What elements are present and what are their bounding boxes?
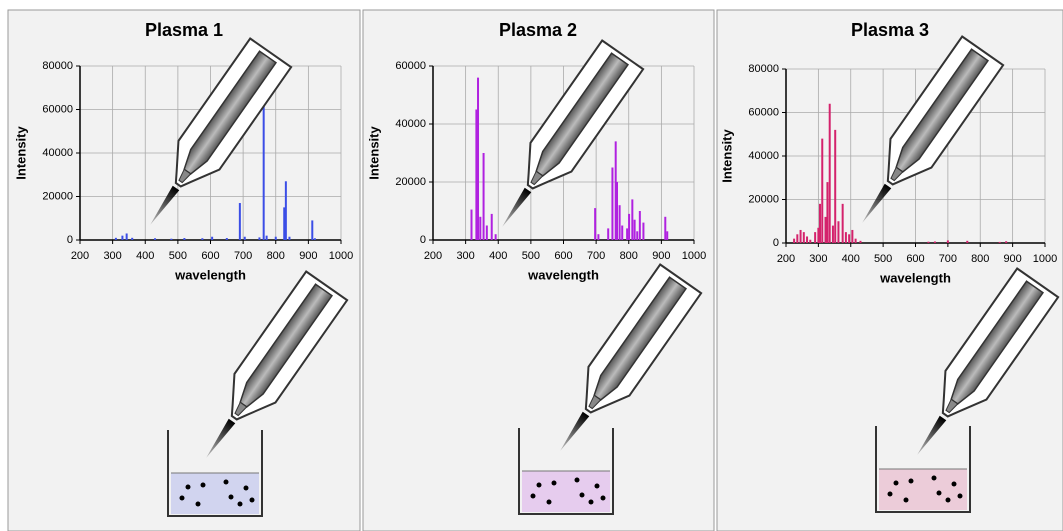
- chart-title: Plasma 1: [145, 20, 223, 40]
- x-tick-label: 800: [620, 250, 638, 262]
- x-tick-label: 900: [1003, 253, 1021, 265]
- x-tick-label: 800: [267, 250, 285, 262]
- x-tick-label: 900: [299, 250, 317, 262]
- x-tick-label: 200: [71, 250, 89, 262]
- x-tick-label: 500: [874, 253, 892, 265]
- y-tick-label: 60000: [395, 60, 426, 72]
- x-axis-label: wavelength: [879, 270, 951, 285]
- y-tick-label: 0: [420, 234, 426, 246]
- y-tick-label: 0: [773, 237, 779, 249]
- x-axis-label: wavelength: [174, 267, 246, 282]
- panel: [7, 9, 361, 531]
- x-tick-label: 300: [456, 250, 474, 262]
- y-tick-label: 40000: [748, 150, 779, 162]
- y-axis-label: Intensity: [13, 126, 28, 180]
- y-axis-label: Intensity: [719, 129, 734, 183]
- x-tick-label: 600: [554, 250, 572, 262]
- x-tick-label: 1000: [329, 250, 353, 262]
- x-tick-label: 1000: [682, 250, 706, 262]
- panel: [716, 9, 1063, 531]
- y-tick-label: 60000: [42, 103, 73, 115]
- y-tick-label: 20000: [395, 176, 426, 188]
- x-tick-label: 400: [489, 250, 507, 262]
- chart-title: Plasma 3: [851, 20, 929, 40]
- y-tick-label: 80000: [748, 63, 779, 75]
- panels: [7, 9, 1063, 531]
- x-tick-label: 300: [103, 250, 121, 262]
- y-tick-label: 60000: [748, 106, 779, 118]
- y-tick-label: 40000: [42, 147, 73, 159]
- x-tick-label: 600: [906, 253, 924, 265]
- y-tick-label: 40000: [395, 118, 426, 130]
- x-tick-label: 500: [522, 250, 540, 262]
- chart-title: Plasma 2: [499, 20, 577, 40]
- y-axis-label: Intensity: [366, 126, 381, 180]
- y-tick-label: 0: [67, 234, 73, 246]
- x-tick-label: 700: [234, 250, 252, 262]
- x-tick-label: 400: [136, 250, 154, 262]
- y-tick-label: 20000: [748, 193, 779, 205]
- x-tick-label: 500: [169, 250, 187, 262]
- x-tick-label: 200: [777, 253, 795, 265]
- x-tick-label: 700: [939, 253, 957, 265]
- y-tick-label: 80000: [42, 60, 73, 72]
- x-tick-label: 300: [809, 253, 827, 265]
- x-tick-label: 200: [424, 250, 442, 262]
- x-tick-label: 700: [587, 250, 605, 262]
- x-tick-label: 400: [842, 253, 860, 265]
- x-tick-label: 1000: [1033, 253, 1057, 265]
- x-tick-label: 900: [652, 250, 670, 262]
- x-tick-label: 800: [971, 253, 989, 265]
- y-tick-label: 20000: [42, 190, 73, 202]
- x-axis-label: wavelength: [527, 267, 599, 282]
- x-tick-label: 600: [201, 250, 219, 262]
